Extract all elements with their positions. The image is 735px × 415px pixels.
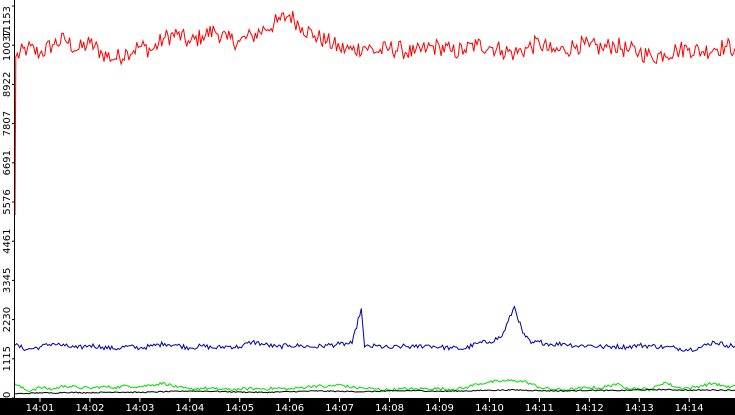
x-tick-label: 14:12	[575, 403, 604, 414]
x-tick-label: 14:13	[625, 403, 654, 414]
series-line-3	[14, 388, 735, 395]
x-tick-label: 14:10	[475, 403, 504, 414]
x-tick-label: 14:06	[275, 403, 304, 414]
y-tick-label: 7807	[2, 111, 13, 136]
series-line-2	[14, 378, 735, 392]
y-tick-label: 6691	[2, 150, 13, 175]
x-tick-label: 14:11	[525, 403, 554, 414]
series-line-1	[14, 305, 735, 352]
series-line-0	[14, 10, 735, 216]
x-axis-bar	[0, 398, 735, 415]
y-tick-label: 11153	[2, 6, 13, 38]
y-tick-label: 3345	[2, 268, 13, 293]
y-tick-label: 8922	[2, 72, 13, 97]
x-tick-label: 14:02	[75, 403, 104, 414]
x-tick-label: 14:14	[675, 403, 704, 414]
x-tick-label: 14:03	[125, 403, 154, 414]
y-tick-label: 4461	[2, 228, 13, 253]
y-tick-label: 5576	[2, 189, 13, 214]
y-axis-ticks: 0 1115 2230 3345 4461 5576 6691 7807 8922 1003711…	[2, 5, 15, 399]
y-tick-label: 0	[2, 392, 13, 398]
x-tick-label: 14:05	[225, 403, 254, 414]
x-tick-label: 14:09	[425, 403, 454, 414]
y-tick-label: 10037	[2, 29, 13, 61]
y-tick-label: 1115	[2, 346, 13, 371]
x-tick-label: 14:04	[175, 403, 204, 414]
series-layer	[14, 10, 735, 395]
x-axis-ticks: 14:01 14:02 14:03 14:04 14:05 14:06 14:07 14:08…	[26, 398, 704, 414]
x-tick-label: 14:07	[325, 403, 354, 414]
y-tick-label: 2230	[2, 307, 13, 332]
x-tick-label: 14:01	[26, 403, 55, 414]
x-tick-label: 14:08	[375, 403, 404, 414]
